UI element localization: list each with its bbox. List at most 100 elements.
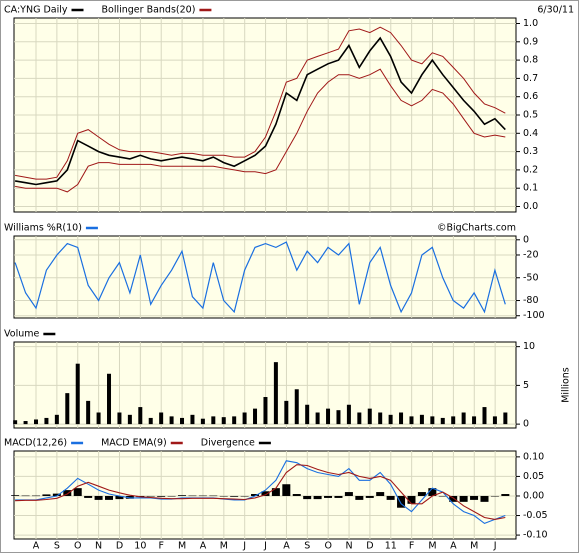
divergence-bar	[42, 494, 51, 496]
volume-bar	[440, 417, 445, 425]
y-tick-label: 0.6	[523, 91, 538, 102]
divergence-bar	[11, 495, 20, 496]
y-tick-label: 0.4	[523, 128, 538, 139]
volume-bar	[315, 412, 320, 425]
y-tick-label: 0.05	[523, 471, 544, 482]
volume-bar	[44, 417, 49, 425]
y-tick-label: 0.0	[523, 201, 538, 212]
divergence-bar	[157, 495, 166, 497]
divergence-bar	[209, 495, 218, 497]
volume-bar	[221, 417, 226, 425]
volume-bar	[472, 416, 477, 425]
lower-band	[15, 68, 506, 193]
y-tick-label: 0.2	[523, 164, 538, 175]
y-tick-label: -80	[523, 295, 539, 306]
divergence-bar	[459, 495, 468, 502]
volume-bar	[23, 421, 28, 425]
x-tick-label: O	[324, 541, 331, 552]
volume-bar	[367, 408, 372, 425]
volume-bar	[503, 412, 508, 425]
x-tick-label: J	[263, 541, 267, 552]
volume-bar	[430, 416, 435, 425]
divergence-bar	[63, 490, 72, 496]
divergence-bar	[449, 495, 458, 502]
volume-bar	[263, 397, 268, 425]
volume-bar	[96, 412, 101, 425]
divergence-bar	[417, 492, 426, 496]
volume-bar	[75, 363, 80, 425]
y-tick-label: 0	[523, 234, 529, 245]
macd-line	[15, 460, 506, 525]
x-tick-label: A	[33, 541, 40, 552]
volume-bar	[336, 410, 341, 425]
legend-label: Divergence	[201, 438, 255, 449]
x-tick-label: A	[450, 541, 457, 552]
divergence-bar	[428, 488, 437, 496]
volume-bar	[34, 419, 38, 425]
divergence-bar	[261, 491, 270, 496]
x-tick-label: S	[304, 541, 310, 552]
divergence-bar	[146, 495, 155, 497]
volume-bar	[482, 407, 487, 425]
divergence-bar	[355, 495, 364, 500]
x-tick-label: 11	[385, 541, 397, 552]
volume-bar	[419, 414, 424, 425]
x-tick-label: 10	[134, 541, 146, 552]
y-tick-label: 0.9	[523, 36, 538, 47]
divergence-bar	[490, 495, 499, 497]
divergence-bar	[324, 495, 333, 498]
divergence-bar	[105, 495, 114, 500]
divergence-bar	[303, 495, 312, 500]
divergence-bar	[178, 495, 187, 496]
volume-bar	[294, 389, 299, 425]
volume-bar	[492, 416, 497, 425]
divergence-bar	[21, 495, 30, 497]
y-tick-label: 0	[523, 419, 529, 430]
copyright: ©BigCharts.com	[437, 223, 516, 234]
volume-bar	[388, 414, 393, 425]
x-tick-label: A	[200, 541, 207, 552]
y-tick-label: 0.5	[523, 110, 538, 121]
volume-bar	[253, 408, 258, 425]
volume-bar	[13, 420, 18, 425]
divergence-bar	[501, 494, 510, 496]
x-tick-label: O	[74, 541, 81, 552]
panel-frame	[13, 235, 517, 319]
volume-bar	[86, 400, 91, 425]
y-axis-label: Millions	[561, 367, 572, 403]
y-tick-label: 0.00	[523, 490, 544, 501]
volume-bar	[346, 404, 351, 425]
y-tick-label: 0.7	[523, 73, 538, 84]
y-tick-label: -100	[523, 310, 545, 321]
divergence-bar	[167, 495, 176, 497]
divergence-bar	[198, 495, 207, 497]
divergence-bar	[397, 495, 406, 508]
volume-bar	[399, 412, 404, 425]
x-tick-label: J	[493, 541, 497, 552]
divergence-bar	[271, 488, 280, 496]
divergence-bar	[115, 495, 124, 500]
legend-label: CA:YNG Daily	[4, 5, 68, 16]
volume-bar	[180, 417, 185, 425]
y-tick-label: 5	[523, 380, 529, 391]
volume-bar	[200, 418, 205, 425]
x-tick-label: N	[95, 541, 102, 552]
legend-label: Bollinger Bands(20)	[102, 5, 196, 16]
volume-bar	[127, 414, 132, 425]
x-tick-label: J	[242, 541, 246, 552]
legend-label: Volume	[4, 329, 39, 340]
volume-bar	[409, 416, 414, 425]
volume-bar	[148, 417, 153, 425]
x-tick-label: S	[54, 541, 60, 552]
x-tick-label: M	[470, 541, 478, 552]
y-tick-label: -0.05	[523, 510, 548, 521]
x-tick-label: M	[428, 541, 436, 552]
date-label: 6/30/11	[537, 5, 574, 16]
volume-bar	[357, 412, 362, 425]
y-tick-label: -0.10	[523, 530, 548, 541]
divergence-bar	[219, 495, 228, 497]
divergence-bar	[251, 494, 260, 496]
volume-bar	[461, 412, 466, 425]
